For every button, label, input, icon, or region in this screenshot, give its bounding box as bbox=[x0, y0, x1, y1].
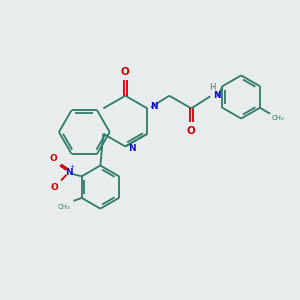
Text: O: O bbox=[187, 126, 196, 136]
Text: +: + bbox=[70, 164, 75, 169]
Text: O: O bbox=[50, 184, 58, 193]
Text: N: N bbox=[150, 102, 157, 111]
Text: O: O bbox=[121, 67, 130, 77]
Text: ⁻: ⁻ bbox=[51, 186, 55, 192]
Text: N: N bbox=[128, 144, 135, 153]
Text: O: O bbox=[49, 154, 57, 163]
Text: CH₃: CH₃ bbox=[272, 115, 284, 121]
Text: CH₃: CH₃ bbox=[57, 204, 70, 210]
Text: N: N bbox=[65, 168, 73, 177]
Text: N: N bbox=[213, 91, 221, 100]
Text: H: H bbox=[209, 83, 215, 92]
